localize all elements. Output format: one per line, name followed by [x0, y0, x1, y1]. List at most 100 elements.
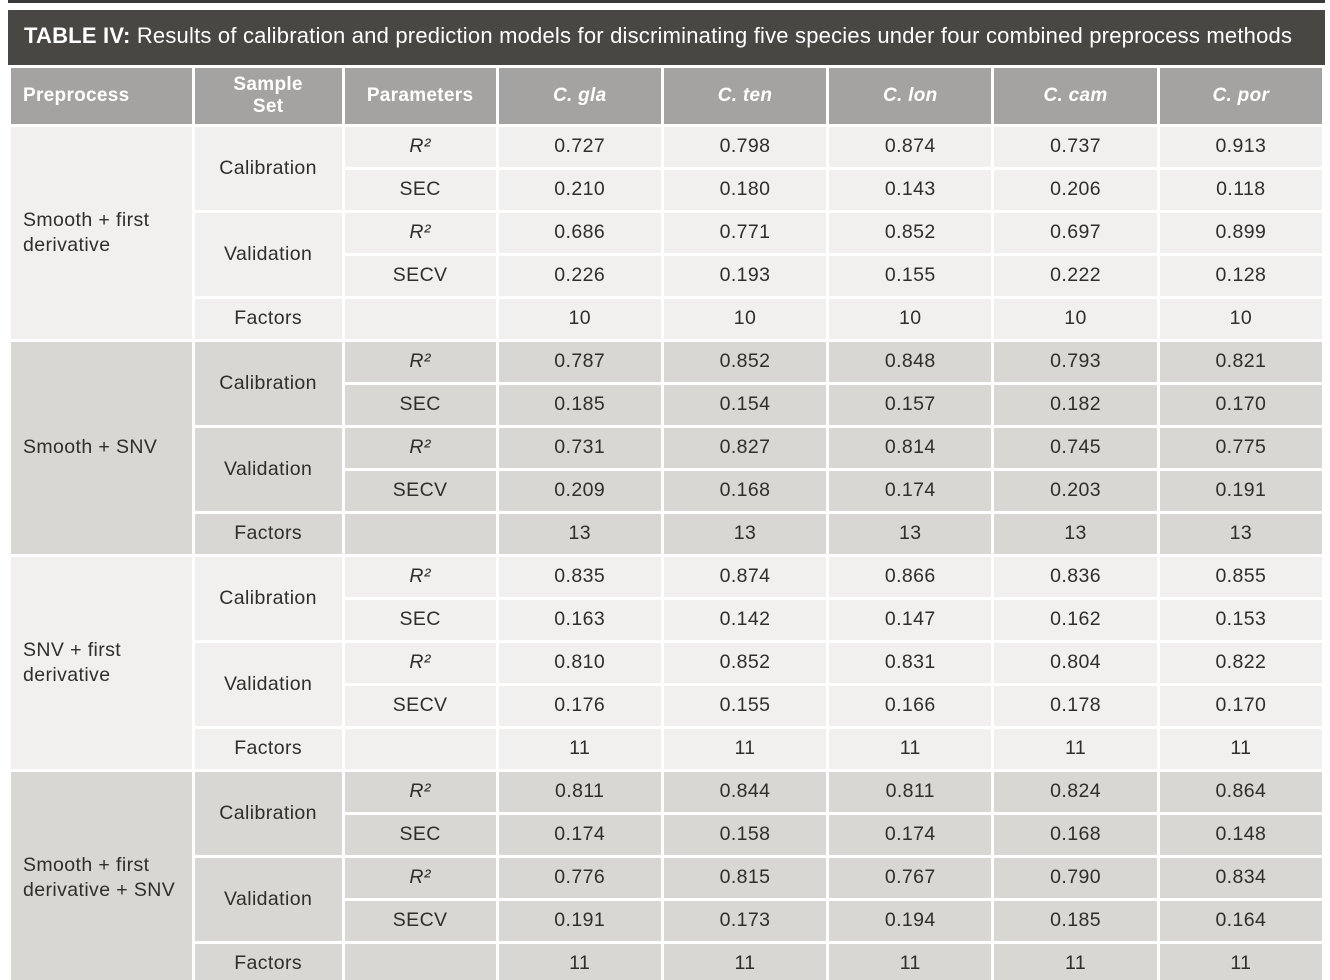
- value-cell: 11: [663, 943, 827, 980]
- parameter-cell: SEC: [344, 384, 496, 425]
- sample-set-cell: Factors: [194, 298, 342, 339]
- table-row: Factors 11 11 11 11 11: [11, 728, 1322, 769]
- sample-set-cell: Calibration: [194, 556, 342, 640]
- value-cell: 0.864: [1159, 771, 1322, 812]
- col-header-species-c-gla: C. gla: [498, 67, 661, 124]
- empty-cell: [344, 298, 496, 339]
- parameter-cell: R²: [344, 642, 496, 683]
- value-cell: 0.727: [498, 126, 661, 167]
- value-cell: 0.737: [994, 126, 1157, 167]
- value-cell: 0.170: [1159, 685, 1322, 726]
- col-header-species-c-ten: C. ten: [663, 67, 827, 124]
- table-row: Validation R² 0.776 0.815 0.767 0.790 0.…: [11, 857, 1322, 941]
- value-cell: 0.222: [994, 255, 1157, 296]
- value-cell: 0.193: [663, 255, 827, 296]
- parameter-cell: R²: [344, 126, 496, 167]
- value-cell: 0.168: [663, 470, 827, 511]
- value-cell: 0.814: [829, 427, 992, 468]
- value-cell: 0.166: [829, 685, 992, 726]
- sample-set-cell: Validation: [194, 427, 342, 511]
- value-cell: 13: [663, 513, 827, 554]
- parameter-cell: SEC: [344, 169, 496, 210]
- col-header-parameters: Parameters: [344, 67, 496, 124]
- value-cell: 0.176: [498, 685, 661, 726]
- value-cell: 0.206: [994, 169, 1157, 210]
- empty-cell: [344, 943, 496, 980]
- table-row: Validation R² 0.810 0.852 0.831 0.804 0.…: [11, 642, 1322, 726]
- preprocess-cell: Smooth + first derivative: [11, 126, 192, 339]
- value-cell: 0.128: [1159, 255, 1322, 296]
- parameter-cell: R²: [344, 556, 496, 597]
- value-cell: 0.170: [1159, 384, 1322, 425]
- parameter-cell: R²: [344, 341, 496, 382]
- table-caption-label: TABLE IV:: [24, 23, 131, 48]
- value-cell: 0.831: [829, 642, 992, 683]
- value-cell: 13: [498, 513, 661, 554]
- parameter-cell: SEC: [344, 599, 496, 640]
- value-cell: 11: [498, 728, 661, 769]
- value-cell: 0.852: [829, 212, 992, 253]
- block-smooth-first-derivative: Smooth + first derivative Calibration R²…: [11, 126, 1322, 339]
- value-cell: 0.143: [829, 169, 992, 210]
- parameter-cell: SECV: [344, 255, 496, 296]
- value-cell: 0.731: [498, 427, 661, 468]
- value-cell: 0.174: [829, 814, 992, 855]
- value-cell: 0.790: [994, 857, 1157, 898]
- value-cell: 10: [1159, 298, 1322, 339]
- parameter-cell: SECV: [344, 900, 496, 941]
- preprocess-cell: Smooth + first derivative + SNV: [11, 771, 192, 980]
- parameter-cell: SECV: [344, 470, 496, 511]
- table-row: Smooth + first derivative Calibration R²…: [11, 126, 1322, 339]
- value-cell: 0.162: [994, 599, 1157, 640]
- value-cell: 0.147: [829, 599, 992, 640]
- value-cell: 0.173: [663, 900, 827, 941]
- value-cell: 0.185: [498, 384, 661, 425]
- block-smooth-snv: Smooth + SNV Calibration R² 0.787 0.852 …: [11, 341, 1322, 554]
- table-row: Smooth + SNV Calibration R² 0.787 0.852 …: [11, 341, 1322, 554]
- preprocess-cell: SNV + first derivative: [11, 556, 192, 769]
- top-divider: [8, 0, 1325, 3]
- value-cell: 0.210: [498, 169, 661, 210]
- sample-set-cell: Validation: [194, 642, 342, 726]
- value-cell: 0.226: [498, 255, 661, 296]
- table-row: SEC 0.210 0.180 0.143 0.206 0.118: [11, 169, 1322, 210]
- parameter-cell: SECV: [344, 685, 496, 726]
- value-cell: 0.775: [1159, 427, 1322, 468]
- value-cell: 11: [994, 943, 1157, 980]
- value-cell: 0.776: [498, 857, 661, 898]
- value-cell: 0.191: [1159, 470, 1322, 511]
- table-row: Smooth + first derivative + SNV Calibrat…: [11, 771, 1322, 980]
- value-cell: 0.874: [663, 556, 827, 597]
- parameter-cell: R²: [344, 771, 496, 812]
- sample-set-cell: Calibration: [194, 126, 342, 210]
- value-cell: 10: [663, 298, 827, 339]
- value-cell: 0.852: [663, 642, 827, 683]
- value-cell: 0.767: [829, 857, 992, 898]
- col-header-preprocess: Preprocess: [11, 67, 192, 124]
- value-cell: 0.787: [498, 341, 661, 382]
- value-cell: 0.835: [498, 556, 661, 597]
- value-cell: 0.180: [663, 169, 827, 210]
- value-cell: 0.194: [829, 900, 992, 941]
- value-cell: 0.182: [994, 384, 1157, 425]
- value-cell: 0.811: [498, 771, 661, 812]
- table-container: TABLE IV: Results of calibration and pre…: [8, 10, 1325, 980]
- table-row: SECV 0.191 0.173 0.194 0.185 0.164: [11, 900, 1322, 941]
- value-cell: 0.822: [1159, 642, 1322, 683]
- value-cell: 0.811: [829, 771, 992, 812]
- sample-set-cell: Factors: [194, 513, 342, 554]
- value-cell: 11: [498, 943, 661, 980]
- col-header-sample-set-label: Sample Set: [233, 73, 303, 117]
- value-cell: 0.827: [663, 427, 827, 468]
- value-cell: 0.142: [663, 599, 827, 640]
- table-row: Factors 10 10 10 10 10: [11, 298, 1322, 339]
- value-cell: 11: [829, 728, 992, 769]
- parameter-cell: SEC: [344, 814, 496, 855]
- table-caption: TABLE IV: Results of calibration and pre…: [8, 10, 1325, 65]
- block-snv-first-derivative: SNV + first derivative Calibration R² 0.…: [11, 556, 1322, 769]
- value-cell: 0.158: [663, 814, 827, 855]
- value-cell: 0.834: [1159, 857, 1322, 898]
- parameter-cell: R²: [344, 212, 496, 253]
- value-cell: 0.852: [663, 341, 827, 382]
